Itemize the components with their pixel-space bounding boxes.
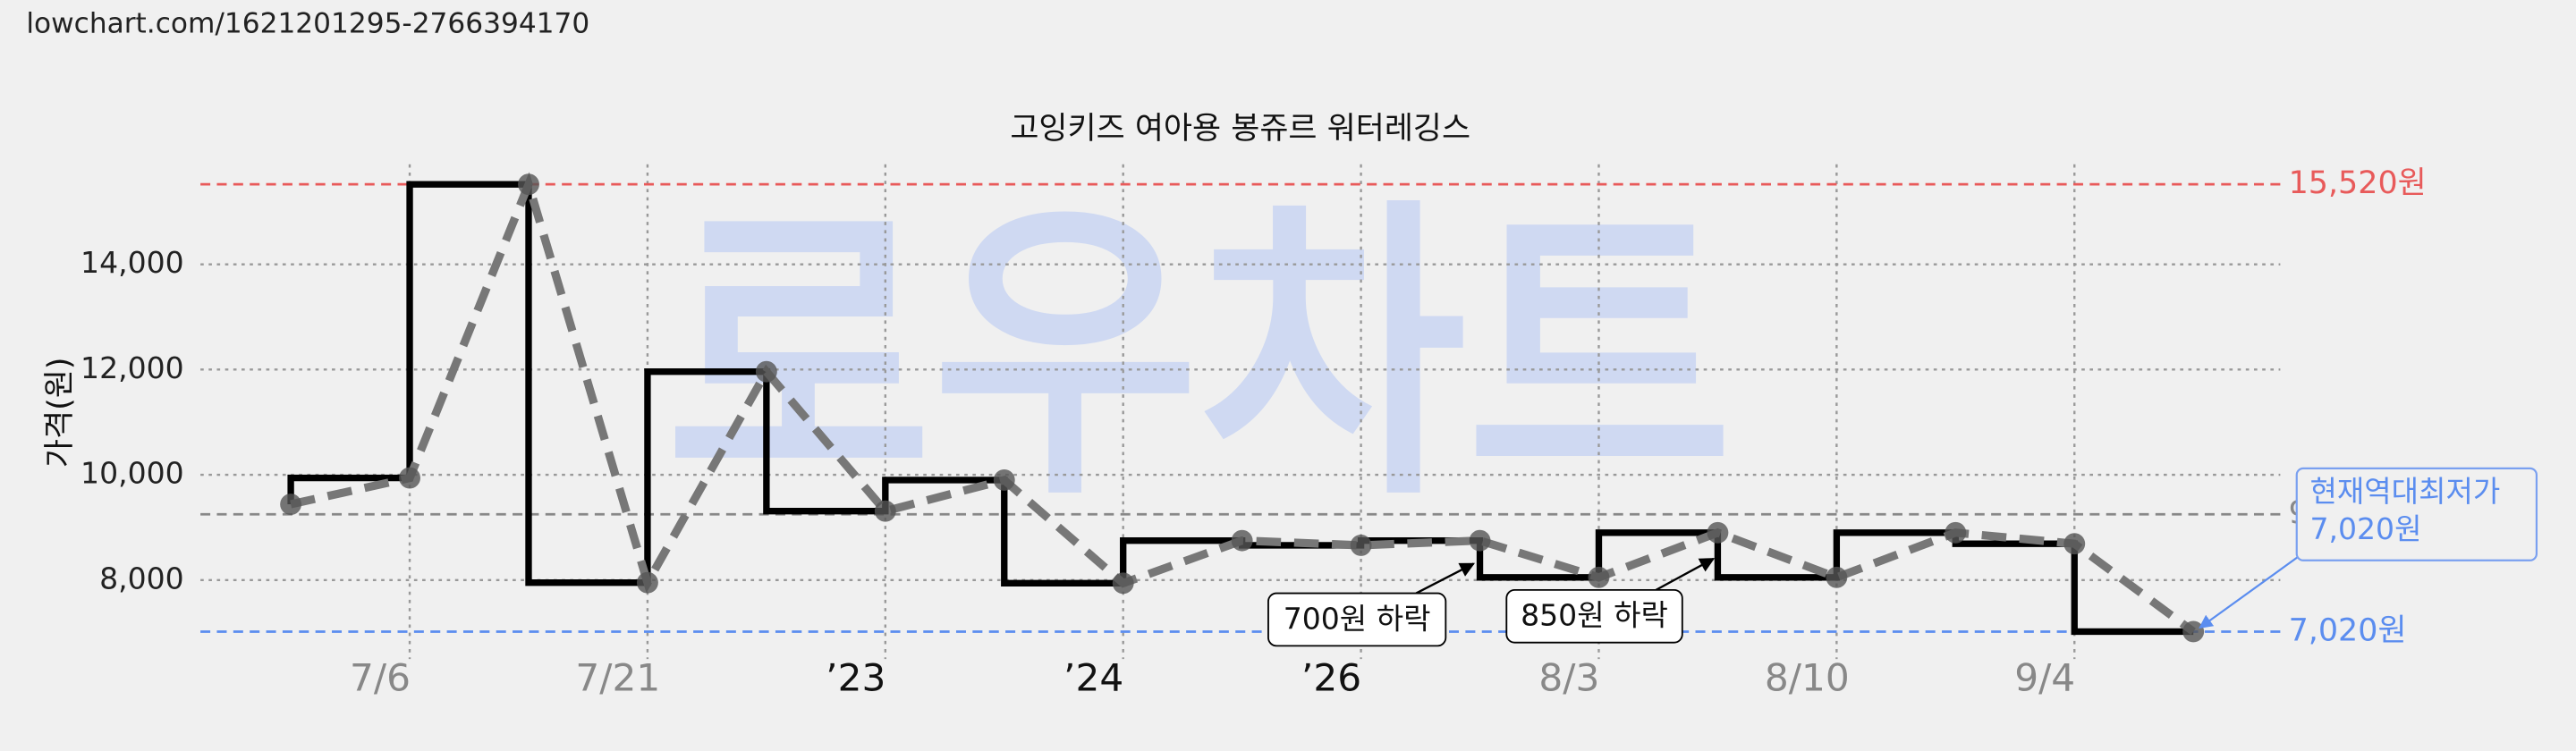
y-tick-label: 14,000 xyxy=(80,245,184,280)
annotation-arrow xyxy=(1655,557,1716,591)
x-tick-label: 9/4 xyxy=(2014,655,2075,699)
price-point xyxy=(399,467,420,489)
price-point xyxy=(2182,620,2205,643)
price-point xyxy=(280,494,302,515)
x-tick-label: ’26 xyxy=(1301,655,1361,699)
price-point xyxy=(993,469,1015,491)
reference-label: 15,520원 xyxy=(2289,165,2427,201)
callout-arrow xyxy=(2199,554,2301,629)
reference-label: 7,020원 xyxy=(2289,612,2407,648)
price-point xyxy=(1350,534,1372,556)
price-point xyxy=(1826,566,1848,588)
annotation-box xyxy=(1267,592,1447,647)
annotation-arrow xyxy=(1415,562,1476,595)
watermark: 로우차트 xyxy=(665,174,1733,537)
x-tick-label: 8/3 xyxy=(1538,655,1599,699)
annotation-text: 850원 하락 xyxy=(1521,598,1668,633)
callout-box xyxy=(2295,467,2538,561)
price-point xyxy=(636,571,658,594)
x-tick-label: 7/6 xyxy=(350,655,411,699)
chart-title: 고잉키즈 여아용 봉쥬르 워터레깅스 xyxy=(1010,111,1470,147)
price-point xyxy=(1945,521,1967,544)
x-tick-label: ’24 xyxy=(1063,655,1123,699)
y-axis-label: 가격(원) xyxy=(42,358,78,468)
y-tick-label: 12,000 xyxy=(80,350,184,385)
x-tick-label: 8/10 xyxy=(1765,655,1850,699)
price-point xyxy=(1231,529,1253,552)
price-point xyxy=(1469,529,1491,552)
annotation-text: 700원 하락 xyxy=(1284,601,1431,636)
url: lowchart.com/1621201295-2766394170 xyxy=(26,8,589,40)
y-tick-label: 10,000 xyxy=(80,456,184,491)
x-tick-label: ’23 xyxy=(826,655,886,699)
price-point xyxy=(518,173,539,196)
price-point xyxy=(1707,521,1729,544)
callout-text: 현재역대최저가 xyxy=(2309,474,2500,509)
price-point xyxy=(1588,566,1610,588)
callout-text: 7,020원 xyxy=(2309,511,2421,546)
price-point xyxy=(1112,572,1134,595)
price-point xyxy=(874,500,896,522)
x-tick-label: 7/21 xyxy=(575,655,660,699)
price-point xyxy=(755,360,777,383)
y-tick-label: 8,000 xyxy=(99,561,184,595)
price-point xyxy=(2063,533,2086,555)
annotation-box xyxy=(1505,588,1683,644)
